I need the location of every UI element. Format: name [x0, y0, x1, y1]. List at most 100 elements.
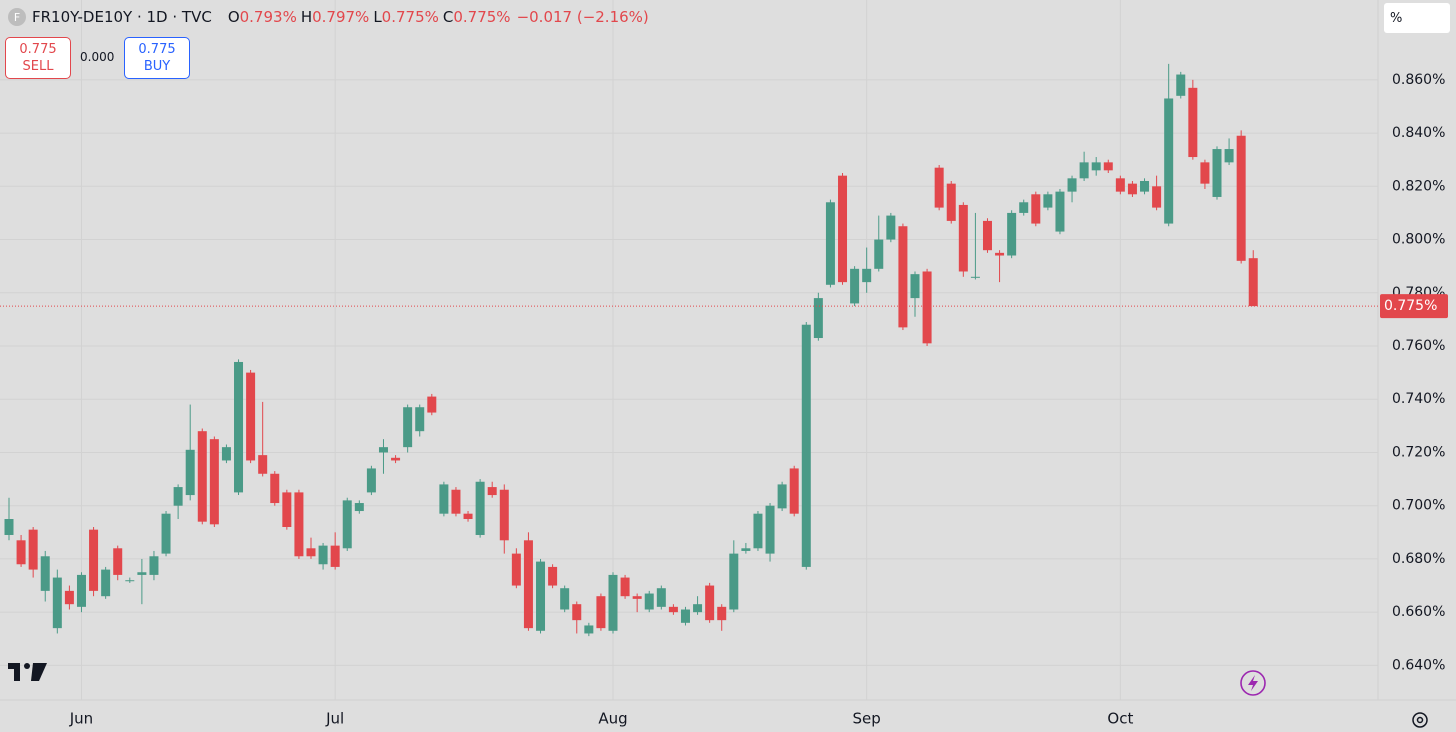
candle-body: [294, 492, 304, 557]
x-tick-label: Jul: [325, 710, 344, 728]
candle-body: [789, 468, 799, 514]
candle-body: [741, 548, 751, 551]
candle-body: [813, 298, 823, 339]
y-tick-label: 0.660%: [1392, 604, 1445, 620]
unit-button[interactable]: %: [1384, 3, 1450, 33]
candle-body: [801, 324, 811, 567]
candle-body: [197, 431, 207, 522]
candle-body: [234, 361, 244, 493]
candle-body: [958, 204, 968, 272]
candle-body: [475, 481, 485, 535]
buy-button[interactable]: 0.775 BUY: [124, 37, 190, 79]
ohlc-key: L: [373, 8, 382, 26]
candle-body: [1115, 178, 1125, 192]
candle-body: [221, 447, 231, 461]
candle-body: [668, 606, 678, 613]
candle-body: [439, 484, 449, 514]
candle-body: [1152, 186, 1162, 208]
candle-body: [656, 588, 666, 607]
candle-body: [632, 596, 642, 599]
candle-body: [1043, 194, 1053, 208]
candle-body: [1103, 162, 1113, 171]
y-tick-label: 0.820%: [1392, 178, 1445, 194]
candle-body: [1188, 87, 1198, 158]
candle-body: [560, 588, 570, 610]
ohlc-value: 0.775%: [381, 8, 439, 26]
candle-body: [523, 540, 533, 629]
sell-button[interactable]: 0.775 SELL: [5, 37, 71, 79]
candle-body: [693, 604, 703, 613]
candle-body: [1236, 135, 1246, 261]
candle-body: [680, 609, 690, 623]
alert-icon[interactable]: [1240, 670, 1266, 696]
y-tick-label: 0.720%: [1392, 444, 1445, 460]
candle-body: [995, 252, 1005, 256]
ohlc-key: H: [300, 8, 313, 26]
y-tick-label: 0.760%: [1392, 338, 1445, 354]
y-tick-label: 0.700%: [1392, 498, 1445, 514]
y-tick-label: 0.840%: [1392, 125, 1445, 141]
candle-body: [258, 455, 268, 474]
change: −0.017 (−2.16%): [516, 8, 649, 26]
candle-body: [850, 268, 860, 304]
buy-price: 0.775: [138, 42, 176, 57]
candle-body: [52, 577, 62, 629]
candle-body: [717, 606, 727, 621]
y-tick-label: 0.640%: [1392, 657, 1445, 673]
symbol-icon: F: [8, 8, 26, 26]
candle-body: [705, 585, 715, 621]
current-price-box: [1380, 294, 1448, 319]
candle-body: [209, 439, 219, 525]
sell-label: SELL: [22, 59, 54, 74]
candle-body: [970, 276, 980, 278]
candle-body: [40, 556, 50, 591]
candle-body: [620, 577, 630, 597]
candle-body: [487, 487, 497, 496]
candle-body: [874, 239, 884, 269]
candle-body: [451, 489, 461, 514]
candle-body: [246, 372, 256, 461]
x-tick-label: Oct: [1107, 710, 1133, 728]
x-tick-label: Sep: [853, 710, 881, 728]
candle-body: [922, 271, 932, 344]
candle-body: [101, 569, 111, 597]
ohlc-value: 0.793%: [239, 8, 297, 26]
candle-body: [765, 505, 775, 554]
candle-body: [886, 215, 896, 240]
candle-body: [125, 580, 135, 582]
candle-body: [1067, 178, 1077, 192]
candle-body: [28, 529, 38, 570]
candle-body: [64, 590, 74, 605]
candle-body: [113, 548, 123, 575]
candle-body: [270, 473, 280, 504]
candle-body: [862, 268, 872, 283]
candle-body: [946, 183, 956, 221]
candle-body: [282, 492, 292, 527]
settings-icon[interactable]: [1412, 712, 1428, 728]
candle-body: [16, 540, 26, 565]
candle-body: [391, 457, 401, 461]
candle-body: [499, 489, 509, 541]
candle-body: [548, 566, 558, 586]
sell-price: 0.775: [19, 42, 57, 57]
candle-body: [1200, 162, 1210, 184]
ohlc-key: C: [442, 8, 454, 26]
candle-body: [1079, 162, 1089, 179]
candle-body: [1091, 162, 1101, 171]
candle-body: [596, 596, 606, 629]
x-tick-label: Aug: [598, 710, 627, 728]
candle-body: [89, 529, 99, 591]
candle-body: [4, 519, 14, 535]
candle-body: [898, 226, 908, 328]
candle-body: [729, 553, 739, 610]
candle-body: [427, 396, 437, 413]
candle-body: [644, 593, 654, 610]
candle-body: [463, 513, 473, 520]
candle-body: [185, 449, 195, 496]
ohlc-value: 0.775%: [453, 8, 511, 26]
x-tick-label: Jun: [69, 710, 93, 728]
candle-body: [330, 545, 340, 567]
candle-body: [1176, 74, 1186, 96]
